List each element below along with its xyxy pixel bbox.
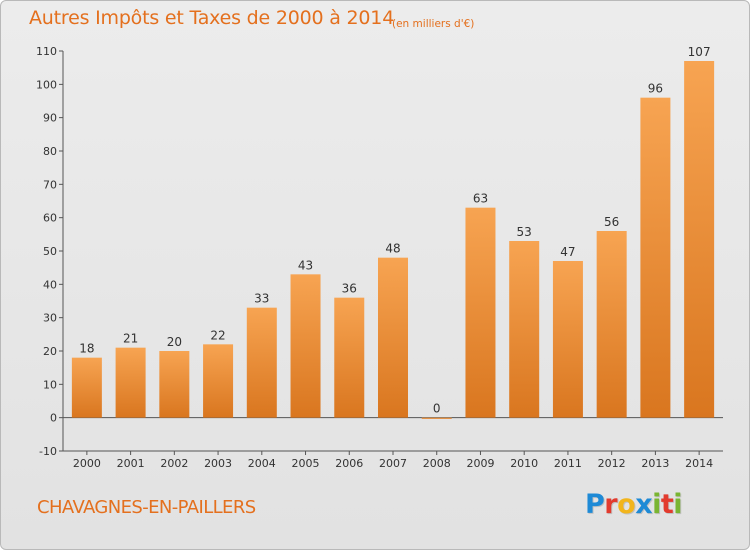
logo-letter: t xyxy=(660,489,674,520)
y-tick-label: 60 xyxy=(43,212,57,225)
bar-2001 xyxy=(115,347,146,418)
x-tick-label-2004: 2004 xyxy=(248,457,276,470)
bar-2011 xyxy=(552,261,583,418)
value-label-2006: 36 xyxy=(342,282,357,296)
y-tick-label: 90 xyxy=(43,112,57,125)
logo-letter: i xyxy=(673,489,683,520)
y-tick-label: 80 xyxy=(43,145,57,158)
logo-letter: i xyxy=(652,489,661,520)
value-label-2008: 0 xyxy=(433,402,441,416)
x-tick-label-2013: 2013 xyxy=(641,457,669,470)
y-tick-label: 10 xyxy=(43,378,57,391)
logo-letter: r xyxy=(604,489,618,520)
x-tick-label-2003: 2003 xyxy=(204,457,232,470)
chart-title: Autres Impôts et Taxes de 2000 à 2014 xyxy=(29,7,395,29)
bar-2006 xyxy=(334,297,365,418)
bar-2013 xyxy=(640,97,671,418)
logo-letter: o xyxy=(617,489,636,520)
value-label-2002: 20 xyxy=(167,335,182,349)
x-tick-label-2000: 2000 xyxy=(73,457,101,470)
value-label-2012: 56 xyxy=(604,215,619,229)
bar-2010 xyxy=(509,241,540,418)
bar-2007 xyxy=(378,257,408,418)
logo-letter: P xyxy=(585,489,605,520)
x-tick-label-2010: 2010 xyxy=(510,457,538,470)
commune-name: CHAVAGNES-EN-PAILLERS xyxy=(37,497,256,518)
bar-2000 xyxy=(71,357,102,418)
value-label-2000: 18 xyxy=(79,342,94,356)
y-tick-label: 110 xyxy=(36,45,57,58)
bar-2014 xyxy=(684,61,715,418)
y-tick-label: 70 xyxy=(43,178,57,191)
y-tick-label: 30 xyxy=(43,312,57,325)
x-tick-label-2007: 2007 xyxy=(379,457,407,470)
chart-subtitle: (en milliers d'€) xyxy=(392,18,475,30)
bar-2008 xyxy=(421,417,452,419)
y-tick-label: -10 xyxy=(39,445,57,458)
value-label-2011: 47 xyxy=(560,245,575,259)
proxiti-logo: Proxiti xyxy=(585,489,683,520)
value-label-2010: 53 xyxy=(517,225,532,239)
x-tick-label-2011: 2011 xyxy=(554,457,582,470)
bar-2004 xyxy=(246,307,277,418)
y-tick-label: 50 xyxy=(43,245,57,258)
x-tick-label-2005: 2005 xyxy=(292,457,320,470)
value-label-2003: 22 xyxy=(210,328,225,342)
value-label-2004: 33 xyxy=(254,292,269,306)
bar-2003 xyxy=(203,344,234,418)
logo-letter: x xyxy=(635,489,653,520)
value-label-2009: 63 xyxy=(473,192,488,206)
bar-2009 xyxy=(465,207,496,418)
value-label-2005: 43 xyxy=(298,258,313,272)
y-tick-label: 40 xyxy=(43,278,57,291)
x-tick-label-2009: 2009 xyxy=(466,457,494,470)
x-tick-label-2014: 2014 xyxy=(685,457,713,470)
value-label-2014: 107 xyxy=(688,45,711,59)
x-tick-label-2008: 2008 xyxy=(423,457,451,470)
value-label-2001: 21 xyxy=(123,332,138,346)
x-tick-label-2002: 2002 xyxy=(160,457,188,470)
x-tick-label-2012: 2012 xyxy=(598,457,626,470)
value-label-2013: 96 xyxy=(648,82,663,96)
y-tick-label: 0 xyxy=(50,412,57,425)
bar-2005 xyxy=(290,274,321,418)
y-tick-label: 20 xyxy=(43,345,57,358)
x-tick-label-2001: 2001 xyxy=(117,457,145,470)
value-label-2007: 48 xyxy=(385,242,400,256)
y-tick-label: 100 xyxy=(36,78,57,91)
bar-2002 xyxy=(159,351,190,418)
x-tick-label-2006: 2006 xyxy=(335,457,363,470)
bar-2012 xyxy=(596,231,627,418)
